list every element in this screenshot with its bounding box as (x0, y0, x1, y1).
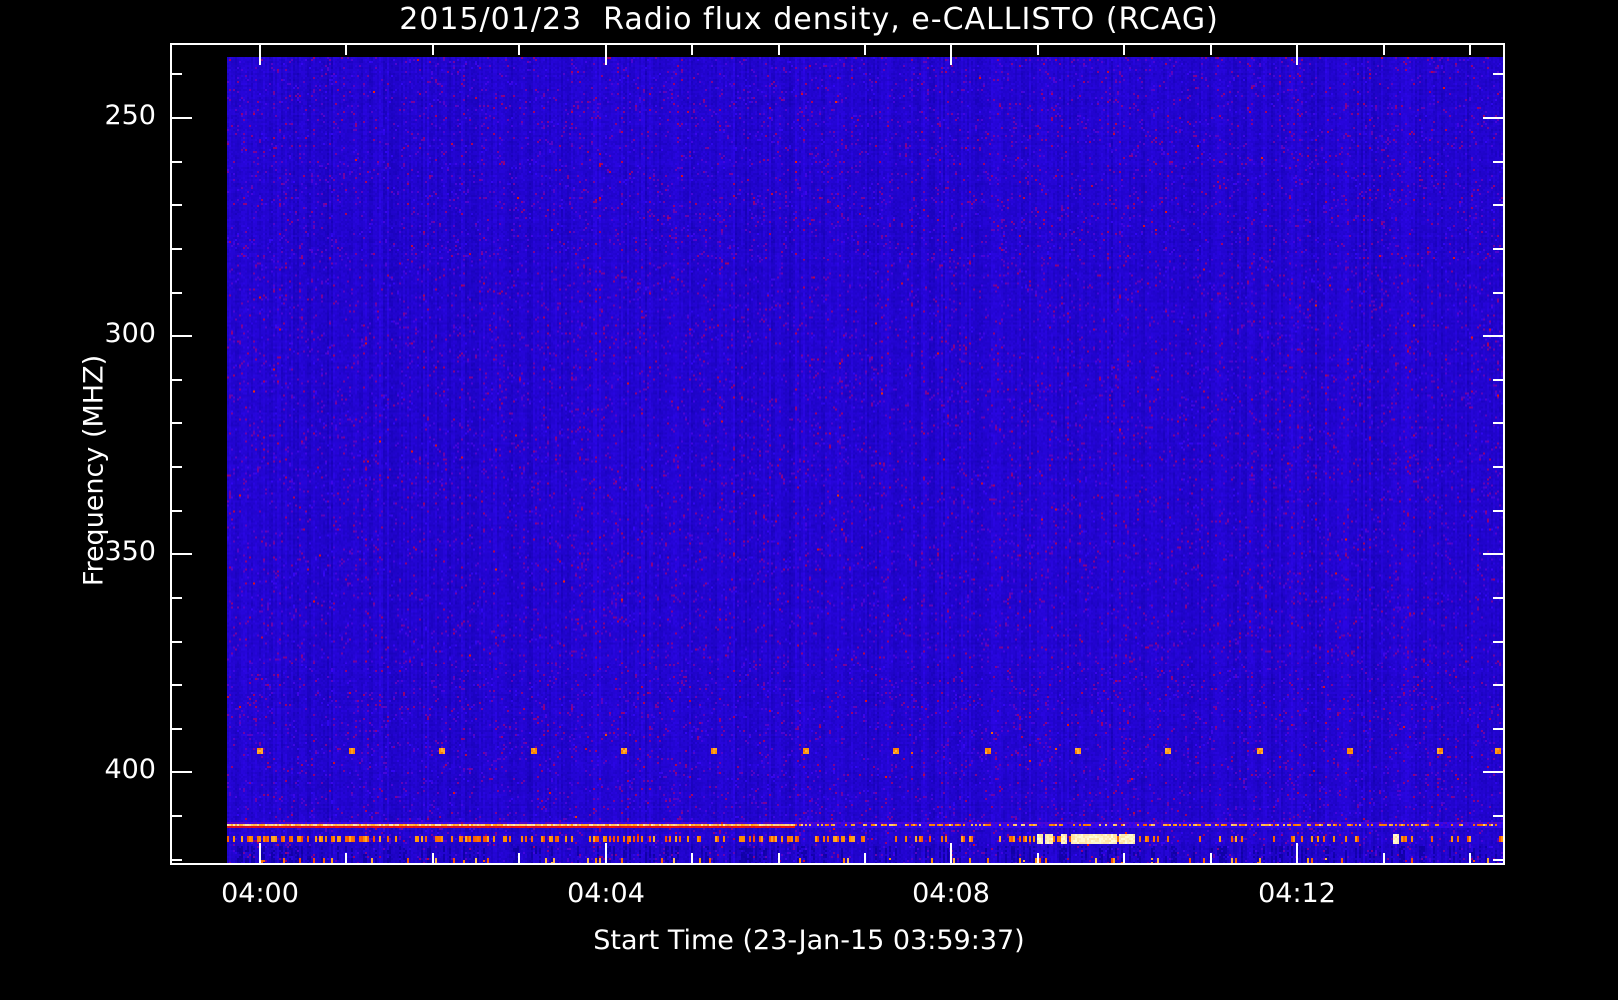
x-tick-top-13 (1383, 43, 1385, 55)
y-tick-right-350 (1483, 553, 1505, 555)
y-axis-title: Frequency (MHZ) (78, 354, 110, 587)
y-tick-290 (170, 292, 182, 294)
x-tick-label-04:00: 04:00 (221, 878, 299, 909)
x-tick-top-11 (1210, 43, 1212, 55)
x-tick-8 (950, 843, 952, 865)
y-tick-420 (170, 859, 182, 861)
y-tick-280 (170, 248, 182, 250)
x-tick-top-0 (259, 43, 261, 65)
x-tick-1 (345, 853, 347, 865)
y-tick-right-300 (1483, 335, 1505, 337)
y-tick-right-260 (1493, 161, 1505, 163)
x-tick-5 (691, 853, 693, 865)
y-tick-right-390 (1493, 728, 1505, 730)
x-tick-label-04:08: 04:08 (912, 878, 990, 909)
x-tick-6 (778, 853, 780, 865)
y-tick-right-240 (1493, 73, 1505, 75)
y-tick-410 (170, 815, 182, 817)
x-axis-title: Start Time (23-Jan-15 03:59:37) (593, 925, 1025, 956)
y-tick-right-250 (1483, 117, 1505, 119)
y-tick-270 (170, 204, 182, 206)
y-tick-260 (170, 161, 182, 163)
y-tick-310 (170, 379, 182, 381)
x-tick-7 (864, 853, 866, 865)
page-title: 2015/01/23 Radio flux density, e-CALLIST… (399, 2, 1219, 37)
y-tick-340 (170, 510, 182, 512)
y-tick-label-400: 400 (104, 754, 156, 785)
x-tick-top-10 (1123, 43, 1125, 55)
y-tick-right-290 (1493, 292, 1505, 294)
x-tick-top-5 (691, 43, 693, 55)
x-tick-12 (1296, 843, 1298, 865)
y-tick-right-400 (1483, 771, 1505, 773)
spectrogram-image (227, 57, 1503, 864)
x-tick-top-12 (1296, 43, 1298, 65)
y-tick-400 (170, 771, 192, 773)
x-tick-top-1 (345, 43, 347, 55)
x-tick-label-04:04: 04:04 (567, 878, 645, 909)
x-tick-4 (605, 843, 607, 865)
x-tick-13 (1383, 853, 1385, 865)
y-tick-right-310 (1493, 379, 1505, 381)
x-tick-9 (1037, 853, 1039, 865)
y-tick-label-300: 300 (104, 318, 156, 349)
y-tick-350 (170, 553, 192, 555)
x-tick-top-4 (605, 43, 607, 65)
x-tick-3 (518, 853, 520, 865)
x-tick-top-6 (778, 43, 780, 55)
y-tick-right-360 (1493, 597, 1505, 599)
x-tick-top-9 (1037, 43, 1039, 55)
y-tick-360 (170, 597, 182, 599)
y-tick-right-420 (1493, 859, 1505, 861)
y-tick-250 (170, 117, 192, 119)
y-tick-390 (170, 728, 182, 730)
x-tick-10 (1123, 853, 1125, 865)
x-tick-0 (259, 843, 261, 865)
spectrogram-canvas (227, 57, 1503, 864)
x-tick-label-04:12: 04:12 (1258, 878, 1336, 909)
y-tick-380 (170, 684, 182, 686)
x-tick-2 (432, 853, 434, 865)
y-tick-300 (170, 335, 192, 337)
y-tick-label-350: 350 (104, 536, 156, 567)
y-tick-right-380 (1493, 684, 1505, 686)
x-tick-14 (1469, 853, 1471, 865)
y-tick-right-270 (1493, 204, 1505, 206)
y-tick-right-320 (1493, 422, 1505, 424)
y-tick-right-410 (1493, 815, 1505, 817)
y-tick-320 (170, 422, 182, 424)
y-tick-label-250: 250 (104, 100, 156, 131)
y-tick-right-280 (1493, 248, 1505, 250)
y-tick-right-370 (1493, 641, 1505, 643)
x-tick-11 (1210, 853, 1212, 865)
x-tick-top-7 (864, 43, 866, 55)
y-tick-370 (170, 641, 182, 643)
x-tick-top-8 (950, 43, 952, 65)
x-tick-top-14 (1469, 43, 1471, 55)
y-tick-right-330 (1493, 466, 1505, 468)
y-tick-right-340 (1493, 510, 1505, 512)
x-tick-top-2 (432, 43, 434, 55)
x-tick-top-3 (518, 43, 520, 55)
y-tick-240 (170, 73, 182, 75)
plot-frame (170, 43, 1505, 865)
y-tick-330 (170, 466, 182, 468)
